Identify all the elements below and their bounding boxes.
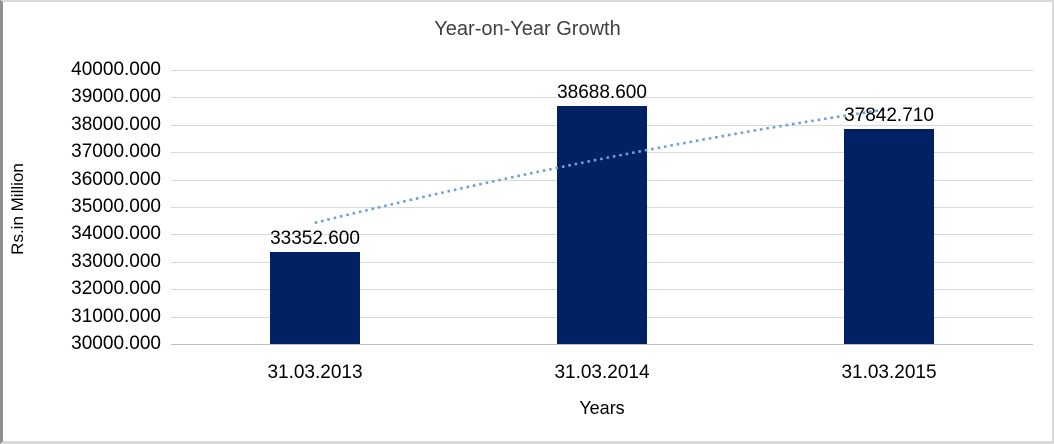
y-tick-label: 40000.000 (71, 59, 161, 80)
x-axis-line (171, 344, 1033, 345)
y-tick-label: 32000.000 (71, 278, 161, 299)
bar-value-label: 33352.600 (270, 228, 360, 249)
y-tick-label: 31000.000 (71, 306, 161, 327)
x-tick-label: 31.03.2014 (554, 362, 650, 383)
y-tick-label: 37000.000 (71, 141, 161, 162)
x-axis-title: Years (579, 398, 625, 418)
bar-31.03.2015 (844, 129, 934, 344)
y-tick-label: 36000.000 (71, 169, 161, 190)
y-tick-label: 35000.000 (71, 196, 161, 217)
bar-31.03.2013 (270, 252, 360, 344)
y-gridline (171, 97, 1033, 98)
plot-area (171, 70, 1033, 345)
x-tick-label: 31.03.2013 (267, 362, 363, 383)
y-tick-label: 39000.000 (71, 86, 161, 107)
bar-value-label: 37842.710 (844, 105, 934, 126)
y-tick-label: 38000.000 (71, 114, 161, 135)
bar-31.03.2014 (557, 106, 647, 344)
y-tick-label: 34000.000 (71, 223, 161, 244)
y-tick-label: 33000.000 (71, 251, 161, 272)
chart-title: Year-on-Year Growth (434, 18, 621, 40)
y-gridline (171, 70, 1033, 71)
y-axis-title: Rs.in Million (8, 163, 27, 255)
trendline (314, 107, 890, 225)
x-tick-label: 31.03.2015 (841, 362, 937, 383)
bar-value-label: 38688.600 (557, 82, 647, 103)
y-tick-label: 30000.000 (71, 333, 161, 354)
